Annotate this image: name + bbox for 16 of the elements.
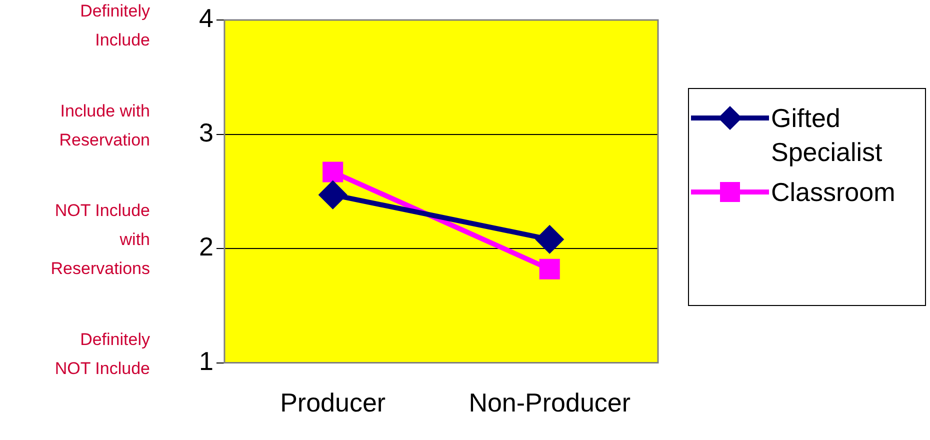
- point: [539, 258, 560, 280]
- x-tick-label: Producer: [280, 388, 386, 418]
- text: Definitely NOT Include: [54, 330, 150, 378]
- text: NOT Include with Reservations: [50, 201, 150, 278]
- legend-label: Gifted Specialist: [771, 102, 884, 169]
- y-tick-label: 4: [198, 3, 214, 34]
- point: [536, 226, 564, 253]
- y-tick-label: 3: [198, 117, 214, 148]
- point: [322, 162, 344, 182]
- y-tick-label: 1: [198, 346, 214, 376]
- text: Include with Reservation: [59, 101, 150, 150]
- point: [319, 181, 346, 208]
- x-tick-label: Non-Producer: [468, 388, 631, 418]
- text: Definitely Include: [80, 2, 150, 50]
- legend-label: Classroom: [771, 176, 896, 209]
- y-tick-label: 2: [198, 232, 214, 262]
